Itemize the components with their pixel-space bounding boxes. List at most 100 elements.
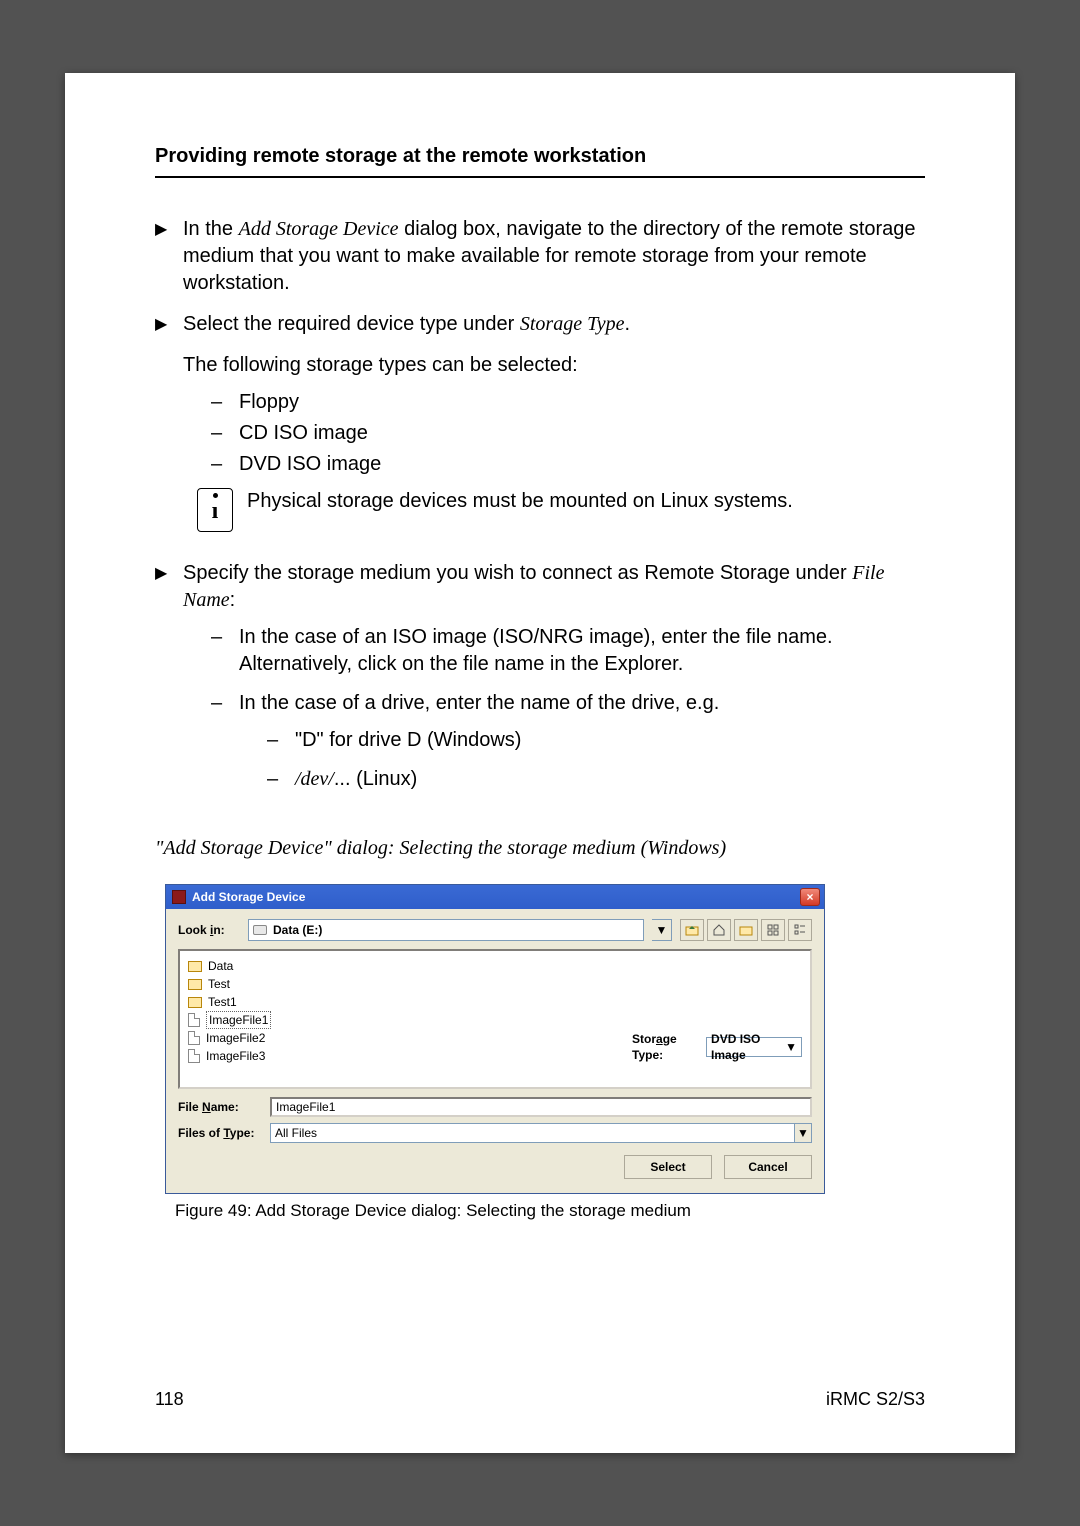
step-2: ▶ Select the required device type under … (155, 311, 925, 546)
document-id: iRMC S2/S3 (826, 1387, 925, 1411)
file-icon (188, 1031, 200, 1045)
dash-marker: – (211, 451, 239, 478)
step-body: Specify the storage medium you wish to c… (183, 560, 925, 813)
file-name-input[interactable]: ImageFile1 (270, 1097, 812, 1117)
text: In the case of a drive, enter the name o… (239, 692, 719, 714)
list-item: –"D" for drive D (Windows) (267, 727, 925, 754)
text: In the (183, 218, 239, 240)
dialog-body: Look in: Data (E:) ▼ (166, 909, 824, 1193)
list-item: –DVD ISO image (211, 451, 925, 478)
file-name-row: File Name: ImageFile1 (178, 1097, 812, 1117)
storage-type-list: –Floppy –CD ISO image –DVD ISO image (211, 389, 925, 478)
dash-marker: – (211, 690, 239, 803)
emphasis: Add Storage Device (239, 218, 399, 240)
lookin-dropdown-button[interactable]: ▼ (652, 919, 672, 941)
up-one-level-button[interactable] (680, 919, 704, 941)
file-item[interactable]: ImageFile3 (188, 1047, 632, 1065)
files-of-type-value: All Files (275, 1125, 317, 1141)
folder-item[interactable]: Test1 (188, 993, 632, 1011)
file-name-value: ImageFile1 (276, 1099, 335, 1115)
cancel-button[interactable]: Cancel (724, 1155, 812, 1179)
file-name-label: File Name: (178, 1099, 270, 1115)
text: . (624, 313, 630, 335)
file-icon (188, 1013, 200, 1027)
item-label: Test (208, 976, 230, 992)
add-storage-device-dialog: Add Storage Device × Look in: Data (E:) … (165, 884, 825, 1194)
list-item: – In the case of a drive, enter the name… (211, 690, 925, 803)
section-title: Providing remote storage at the remote w… (155, 143, 925, 170)
button-row: Select Cancel (178, 1155, 812, 1179)
dialog-screenshot: Add Storage Device × Look in: Data (E:) … (165, 884, 925, 1223)
lookin-label: Look in: (178, 922, 248, 938)
file-list[interactable]: Data Test Test1 ImageFile1 ImageFile2 Im… (178, 949, 812, 1089)
storage-type-select[interactable]: DVD ISO Image ▼ (706, 1037, 802, 1057)
item-label: Data (208, 958, 233, 974)
page-footer: 118 iRMC S2/S3 (155, 1387, 925, 1411)
text: The following storage types can be selec… (183, 352, 925, 379)
step-body: Select the required device type under St… (183, 311, 925, 546)
step-1: ▶ In the Add Storage Device dialog box, … (155, 216, 925, 297)
info-icon: ı (197, 488, 233, 532)
text: Specify the storage medium you wish to c… (183, 562, 852, 584)
file-item[interactable]: ImageFile2 (188, 1029, 632, 1047)
app-icon (172, 890, 186, 904)
dash-marker: – (267, 766, 295, 793)
dash-marker: – (211, 389, 239, 416)
list-item: –/dev/... (Linux) (267, 766, 925, 793)
files-of-type-row: Files of Type: All Files ▼ (178, 1123, 812, 1143)
details-view-button[interactable] (788, 919, 812, 941)
text: Floppy (239, 389, 925, 416)
files-of-type-select[interactable]: All Files (270, 1123, 795, 1143)
file-list-items: Data Test Test1 ImageFile1 ImageFile2 Im… (188, 957, 632, 1081)
folder-item[interactable]: Test (188, 975, 632, 993)
document-page: Providing remote storage at the remote w… (65, 73, 1015, 1453)
lookin-value: Data (E:) (273, 922, 322, 938)
step-body: In the Add Storage Device dialog box, na… (183, 216, 925, 297)
text: In the case of a drive, enter the name o… (239, 690, 925, 803)
storage-type-group: Storage Type: DVD ISO Image ▼ (632, 957, 802, 1081)
text: ... (Linux) (334, 768, 417, 790)
text: In the case of an ISO image (ISO/NRG ima… (239, 624, 925, 678)
dialog-titlebar[interactable]: Add Storage Device × (166, 885, 824, 909)
list-view-button[interactable] (761, 919, 785, 941)
storage-type-label: Storage Type: (632, 1031, 700, 1063)
lookin-combobox[interactable]: Data (E:) (248, 919, 644, 941)
horizontal-rule (155, 176, 925, 178)
step-marker-icon: ▶ (155, 560, 183, 813)
disk-icon (253, 925, 267, 935)
step-marker-icon: ▶ (155, 216, 183, 297)
sub-sub-list: –"D" for drive D (Windows) –/dev/... (Li… (267, 727, 925, 793)
folder-icon (188, 997, 202, 1008)
item-label: Test1 (208, 994, 237, 1010)
folder-icon (188, 961, 202, 972)
step-3: ▶ Specify the storage medium you wish to… (155, 560, 925, 813)
text: "D" for drive D (Windows) (295, 727, 925, 754)
figure-caption: Figure 49: Add Storage Device dialog: Se… (175, 1200, 925, 1223)
dash-marker: – (267, 727, 295, 754)
dash-marker: – (211, 624, 239, 678)
files-of-type-dropdown-button[interactable]: ▼ (794, 1123, 812, 1143)
list-item: –Floppy (211, 389, 925, 416)
item-label: ImageFile3 (206, 1048, 265, 1064)
info-note: ı Physical storage devices must be mount… (183, 488, 925, 532)
sub-list: –In the case of an ISO image (ISO/NRG im… (211, 624, 925, 803)
text: CD ISO image (239, 420, 925, 447)
dialog-title: Add Storage Device (192, 889, 305, 905)
emphasis: Storage Type (520, 313, 625, 335)
item-label: ImageFile2 (206, 1030, 265, 1046)
text: DVD ISO image (239, 451, 925, 478)
new-folder-button[interactable] (734, 919, 758, 941)
dash-marker: – (211, 420, 239, 447)
storage-type-value: DVD ISO Image (711, 1031, 785, 1063)
text: /dev/... (Linux) (295, 766, 925, 793)
select-button[interactable]: Select (624, 1155, 712, 1179)
folder-item[interactable]: Data (188, 957, 632, 975)
emphasis: /dev/ (295, 768, 334, 790)
files-of-type-label: Files of Type: (178, 1125, 270, 1141)
file-icon (188, 1049, 200, 1063)
toolbar (680, 919, 812, 941)
home-button[interactable] (707, 919, 731, 941)
close-button[interactable]: × (800, 888, 820, 906)
file-item-selected[interactable]: ImageFile1 (188, 1011, 632, 1029)
folder-icon (188, 979, 202, 990)
